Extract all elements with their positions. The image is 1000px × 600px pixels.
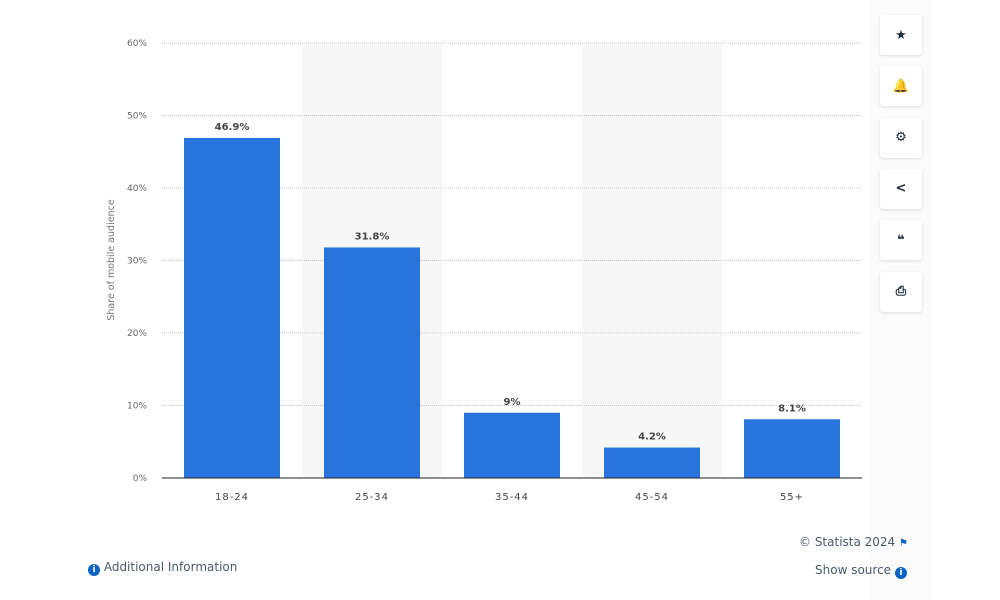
bar-55+ [744, 419, 840, 478]
x-tick-label: 55+ [780, 492, 804, 503]
y-tick-label: 50% [127, 112, 147, 122]
copyright: © Statista 2024 ⚑ [799, 535, 908, 549]
share-icon: < [895, 181, 907, 197]
info-icon: i [894, 567, 907, 579]
x-tick-label: 18-24 [215, 492, 249, 503]
share-button[interactable]: < [880, 168, 922, 209]
print-button[interactable]: ⎙ [880, 271, 922, 312]
data-label: 46.9% [215, 122, 250, 133]
data-label: 31.8% [355, 231, 390, 242]
data-label: 4.2% [638, 432, 666, 443]
settings-icon: ⚙ [895, 130, 907, 146]
x-tick-label: 25-34 [355, 492, 389, 503]
y-tick-label: 20% [127, 329, 147, 339]
bar-chart: 0% 10% 20% 30% 40% 50% 60% 46.9% 18-24 31.8% 25-34… [106, 39, 862, 503]
show-source-label: Show source [815, 563, 892, 577]
show-source-link[interactable]: Show source i [815, 563, 907, 579]
cite-button[interactable]: ❝ [880, 220, 922, 261]
bar-45-54 [604, 447, 700, 478]
copyright-text: © Statista 2024 [799, 535, 896, 549]
favorite-icon: ★ [895, 27, 907, 43]
data-label: 8.1% [778, 403, 806, 414]
y-tick-label: 40% [127, 184, 147, 194]
x-tick-label: 45-54 [635, 492, 669, 503]
bar-18-24 [184, 137, 280, 478]
y-tick-label: 10% [127, 402, 147, 412]
y-tick-label: 30% [127, 257, 147, 267]
bar-35-44 [464, 412, 560, 478]
info-icon: i [88, 564, 100, 576]
notification-icon: 🔔 [892, 78, 910, 94]
bar-25-34 [324, 247, 420, 478]
cite-icon: ❝ [897, 232, 905, 248]
additional-information-link[interactable]: i Additional Information [88, 560, 237, 576]
print-icon: ⎙ [895, 284, 907, 299]
additional-information-label: Additional Information [103, 560, 238, 574]
y-tick-label: 60% [127, 39, 147, 49]
flag-icon: ⚑ [899, 538, 908, 549]
x-tick-label: 35-44 [495, 492, 529, 503]
y-tick-label: 0% [133, 474, 148, 484]
notification-button[interactable]: 🔔 [880, 66, 922, 107]
favorite-button[interactable]: ★ [880, 15, 922, 55]
y-axis-label: Share of mobile audience [106, 199, 117, 320]
settings-button[interactable]: ⚙ [880, 117, 922, 158]
data-label: 9% [504, 397, 521, 408]
